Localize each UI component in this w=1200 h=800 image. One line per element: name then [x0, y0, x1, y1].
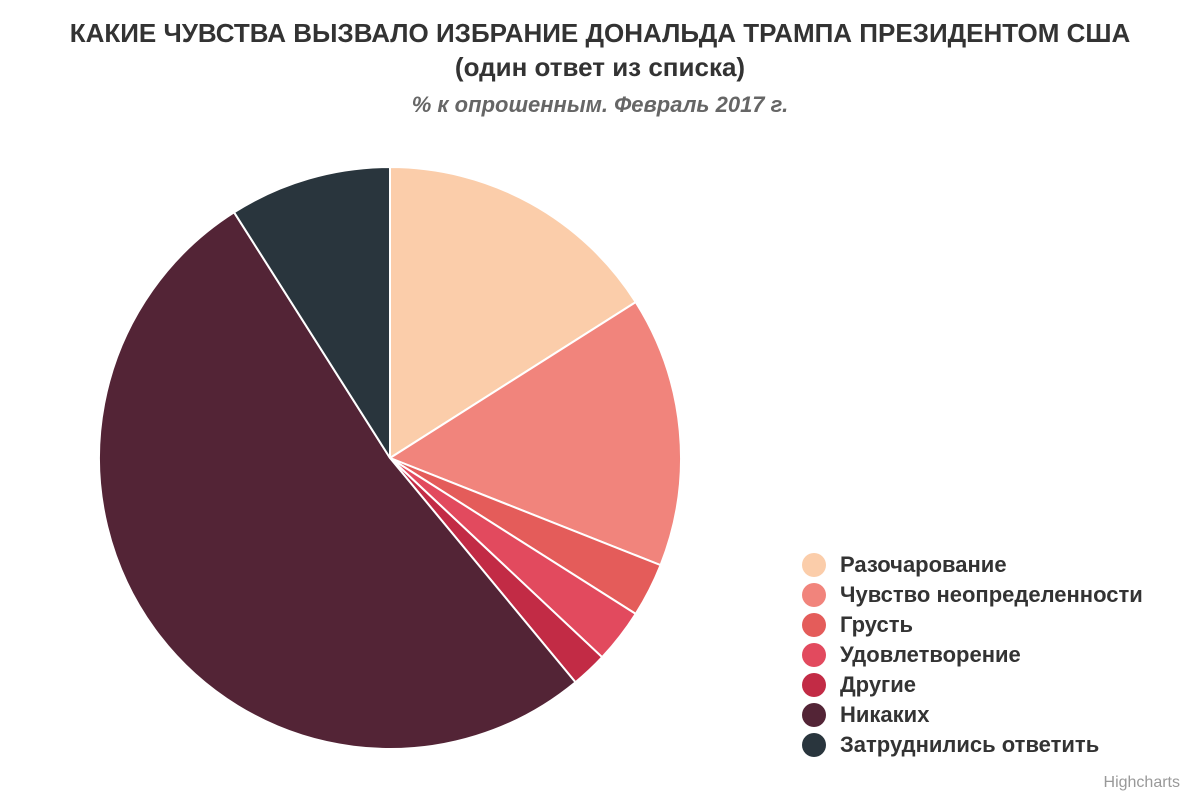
legend-marker [802, 613, 826, 637]
credits-link[interactable]: Highcharts [1103, 774, 1180, 791]
legend-item-0[interactable]: Разочарование [802, 550, 1143, 580]
legend-item-4[interactable]: Другие [802, 670, 1143, 700]
legend-label: Другие [840, 672, 916, 697]
legend-label: Разочарование [840, 552, 1007, 577]
legend-marker [802, 553, 826, 577]
legend-item-3[interactable]: Удовлетворение [802, 640, 1143, 670]
legend-marker [802, 673, 826, 697]
pie-slice-0[interactable] [389, 166, 637, 459]
legend-marker [802, 583, 826, 607]
legend: Разочарование Чувство неопределенности Гру… [802, 550, 1143, 760]
legend-label: Никаких [840, 702, 930, 727]
pie-slices [98, 166, 682, 750]
legend-label: Затруднились ответить [840, 732, 1100, 757]
legend-marker [802, 703, 826, 727]
legend-marker [802, 733, 826, 757]
legend-item-6[interactable]: Затруднились ответить [802, 730, 1143, 760]
legend-label: Грусть [840, 612, 914, 637]
chart-subtitle: % к опрошенным. Февраль 2017 г. [411, 92, 789, 117]
chart-title: КАКИЕ ЧУВСТВА ВЫЗВАЛО ИЗБРАНИЕ ДОНАЛЬДА … [69, 18, 1131, 82]
legend-marker [802, 643, 826, 667]
legend-label: Удовлетворение [840, 642, 1021, 667]
pie-slice-6[interactable] [233, 166, 391, 459]
pie-slice-5[interactable] [98, 211, 577, 750]
legend-item-5[interactable]: Никаких [802, 700, 1143, 730]
legend-label: Чувство неопределенности [840, 582, 1143, 607]
pie-slice-1[interactable] [389, 301, 682, 567]
legend-item-1[interactable]: Чувство неопределенности [802, 580, 1143, 610]
legend-item-2[interactable]: Грусть [802, 610, 1143, 640]
